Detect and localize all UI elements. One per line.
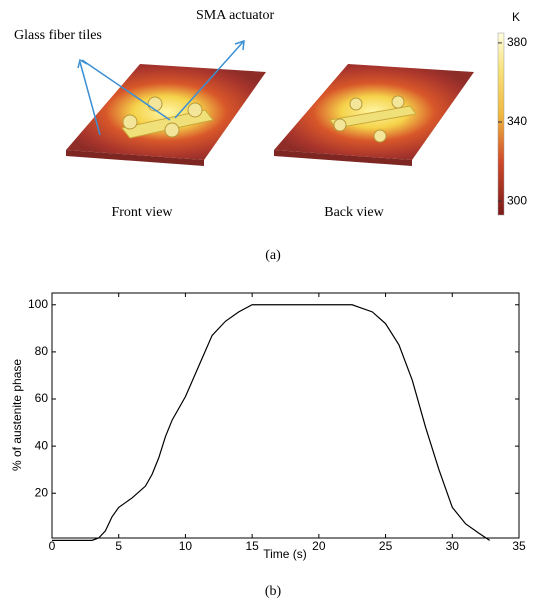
y-tick-label: 80: [35, 344, 49, 358]
actuator-label: SMA actuator: [196, 8, 274, 23]
front-plate: [66, 64, 266, 166]
x-tick-label: 35: [512, 539, 526, 553]
x-axis-label: Time (s): [263, 547, 307, 561]
colorbar-unit: K: [512, 10, 520, 24]
y-tick-label: 40: [35, 438, 49, 452]
front-label: Front view: [111, 205, 173, 220]
y-tick-label: 100: [28, 297, 48, 311]
colorbar-tick-label: 380: [507, 35, 527, 49]
x-tick-label: 20: [312, 539, 326, 553]
x-tick-label: 15: [245, 539, 259, 553]
x-tick-label: 10: [179, 539, 193, 553]
x-tick-label: 0: [49, 539, 56, 553]
back-label: Back view: [324, 205, 384, 220]
y-tick-label: 20: [35, 485, 49, 499]
colorbar-tick-label: 340: [507, 114, 527, 128]
y-axis-label: % of austenite phase: [10, 359, 24, 471]
caption-a: (a): [265, 248, 281, 263]
figure: Glass fiber tiles SMA actuator Front vie…: [0, 0, 546, 607]
data-line: [52, 305, 490, 541]
caption-b: (b): [265, 584, 282, 599]
y-tick-label: 60: [35, 391, 49, 405]
plot-frame: [52, 293, 519, 538]
colorbar: [498, 33, 504, 215]
colorbar-tick-label: 300: [507, 193, 527, 207]
x-tick-label: 5: [115, 539, 122, 553]
x-tick-label: 25: [379, 539, 393, 553]
back-plate: [274, 64, 474, 166]
tiles-label: Glass fiber tiles: [14, 28, 102, 43]
x-tick-label: 30: [446, 539, 460, 553]
page: Glass fiber tiles SMA actuator Front vie…: [0, 0, 546, 607]
